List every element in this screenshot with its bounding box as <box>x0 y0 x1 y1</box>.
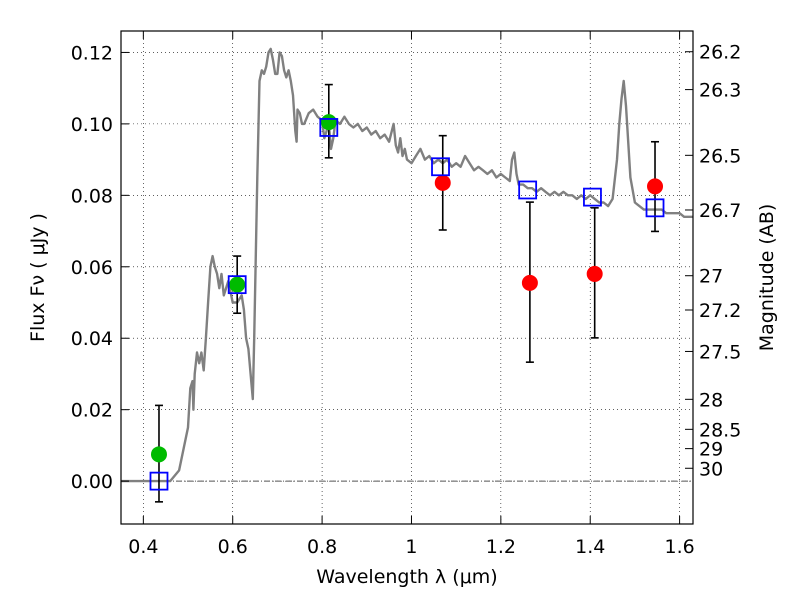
x-tick-label: 0.8 <box>307 536 337 558</box>
y-tick-label: 0.02 <box>71 400 113 422</box>
y-tick-label: 0.06 <box>71 257 113 279</box>
model-point-square <box>518 180 538 200</box>
mag-tick-label: 28 <box>699 389 723 411</box>
model-sed-layer <box>121 47 693 483</box>
data-point-circle <box>229 276 246 293</box>
data-point-circle <box>586 265 603 282</box>
x-tick-label: 0.4 <box>128 536 158 558</box>
data-point-circle <box>521 274 538 291</box>
mag-tick-label: 27.5 <box>699 341 741 363</box>
y-tick-label: 0.04 <box>71 328 113 350</box>
model-point-square <box>645 198 665 218</box>
y-tick-label: 0.10 <box>71 114 113 136</box>
model-point-square <box>149 471 169 491</box>
x-tick-label: 1 <box>405 536 417 558</box>
x-tick-label: 1.4 <box>575 536 605 558</box>
mag-tick-label: 27 <box>699 266 723 288</box>
y-axis-right-label: Magnitude (AB) <box>756 204 778 352</box>
mag-tick-label: 27.2 <box>699 300 741 322</box>
mag-tick-label: 26.3 <box>699 80 741 102</box>
model-point-square <box>227 275 247 295</box>
model-point-square <box>431 157 450 177</box>
data-point-circle <box>150 446 167 463</box>
x-tick-label: 0.6 <box>218 536 248 558</box>
model-point-square <box>583 187 602 207</box>
mag-tick-label: 26.7 <box>699 200 741 222</box>
mag-tick-label: 26.5 <box>699 145 741 167</box>
tick-layer: 0.4 0.6 0.8 1 1.2 1.4 1.6 0.00 0.02 0.04 0.06 0.08 0… <box>71 31 741 558</box>
y-axis-label: Flux Fν ( μJy ) <box>27 213 49 342</box>
y-tick-label: 0.12 <box>71 42 113 64</box>
model-sed-line <box>121 47 693 483</box>
data-point-circle <box>647 178 664 195</box>
mag-tick-label: 29 <box>699 439 723 461</box>
data-point-circle <box>320 114 337 131</box>
y-tick-label: 0.08 <box>71 185 113 207</box>
plot-frame <box>120 30 694 525</box>
x-axis-label: Wavelength λ (μm) <box>316 566 497 588</box>
x-tick-label: 1.2 <box>486 536 516 558</box>
mag-tick-label: 28.5 <box>699 419 741 441</box>
mag-tick-label: 26.2 <box>699 42 741 64</box>
marker-layer <box>149 114 665 491</box>
mag-tick-label: 30 <box>699 458 723 480</box>
model-point-square <box>319 118 339 137</box>
data-point-circle <box>434 174 451 191</box>
y-tick-label: 0.00 <box>71 471 113 493</box>
x-tick-label: 1.6 <box>664 536 694 558</box>
